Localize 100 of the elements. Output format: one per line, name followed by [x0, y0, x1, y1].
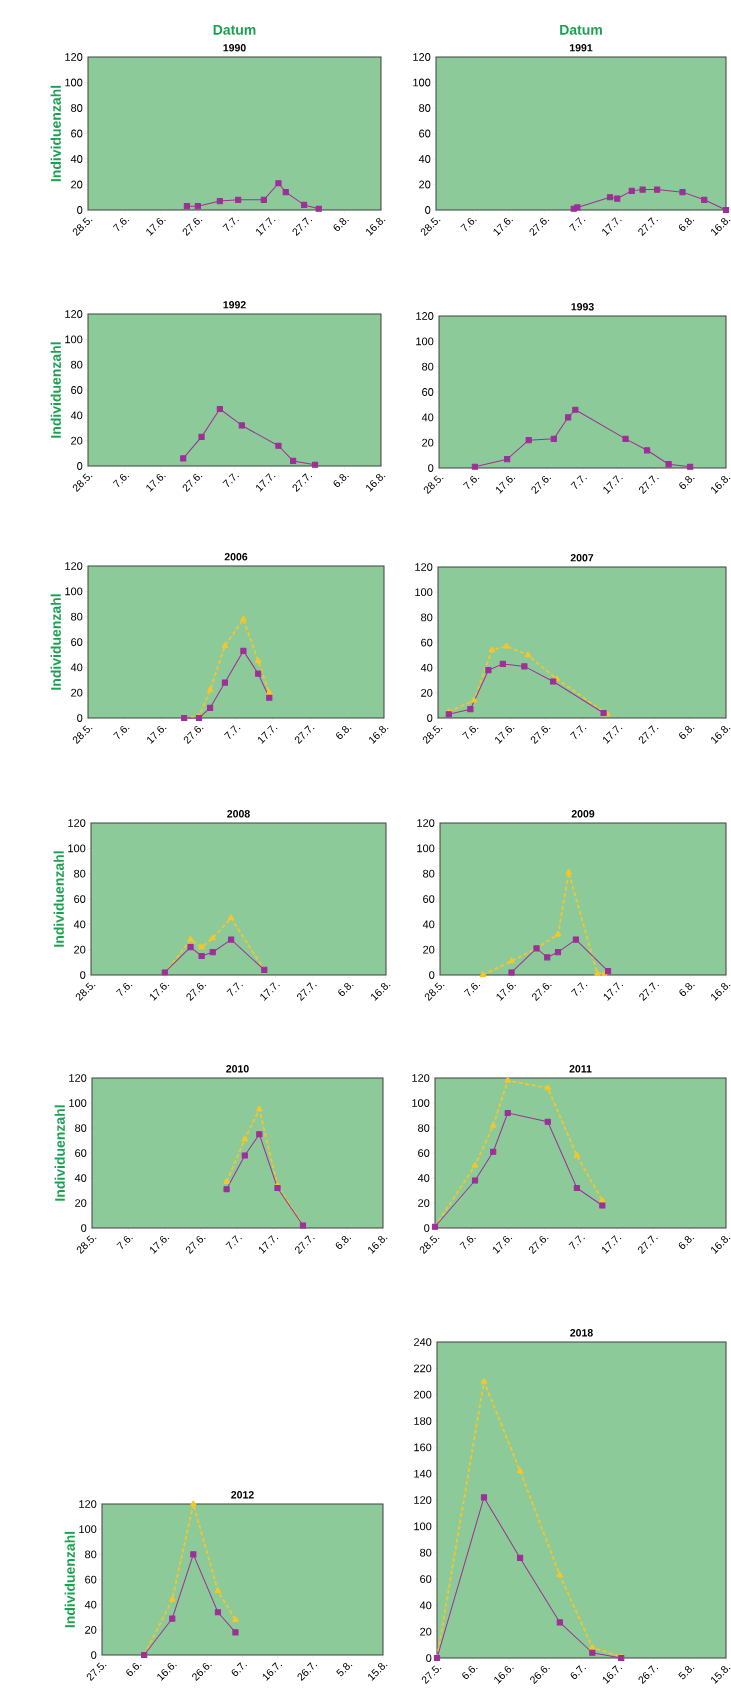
y-tick-label: 60 — [74, 895, 86, 903]
y-tick-label: 100 — [65, 78, 83, 87]
x-tick-label: 7.6. — [115, 983, 133, 996]
y-tick-label: 100 — [413, 78, 431, 87]
y-tick-label: 80 — [71, 612, 83, 621]
y-tick-label: 80 — [421, 613, 433, 622]
x-tick-label: 6.8. — [338, 983, 354, 996]
y-tick-label: 40 — [418, 155, 431, 163]
y-tick-label: 20 — [85, 1625, 97, 1634]
y-tick-label: 100 — [417, 844, 435, 853]
y-tick-label: 120 — [69, 1074, 87, 1082]
y-tick-label: 20 — [420, 1627, 432, 1636]
y-tick-label: 220 — [414, 1364, 432, 1373]
y-tick-label: 100 — [65, 587, 83, 596]
y-tick-label: 80 — [74, 869, 86, 878]
y-tick-label: 0 — [77, 462, 83, 470]
y-axis-title: Individuenzahl — [50, 85, 61, 182]
x-tick-label: 7.7. — [570, 725, 587, 739]
y-tick-label: 180 — [414, 1417, 432, 1425]
x-tick-label: 6.6. — [462, 1666, 478, 1679]
y-tick-label: 100 — [79, 1525, 97, 1534]
y-tick-label: 100 — [412, 1099, 430, 1107]
x-tick-label: 6.8. — [678, 1236, 695, 1249]
x-tick-label: 7.7. — [222, 473, 239, 487]
x-tick-label: 6.8. — [679, 726, 695, 739]
y-tick-label: 100 — [68, 844, 86, 853]
y-tick-label: 0 — [426, 1654, 432, 1662]
y-tick-label: 20 — [71, 688, 83, 697]
x-tick-label: 6.8. — [333, 474, 349, 487]
x-tick-label: 6.8. — [336, 726, 352, 739]
chart-title: 1993 — [571, 303, 594, 311]
y-tick-label: 0 — [77, 206, 83, 214]
y-axis-title: Individuenzahl — [64, 1531, 75, 1628]
y-tick-label: 20 — [422, 438, 434, 447]
y-tick-label: 40 — [70, 411, 83, 420]
y-tick-label: 40 — [421, 413, 434, 422]
x-tick-label: 7.6. — [112, 474, 130, 487]
y-tick-label: 100 — [414, 1522, 432, 1531]
y-tick-label: 60 — [418, 1149, 430, 1157]
x-tick-label: 7.7. — [571, 982, 588, 996]
x-tick-label: 6.8. — [678, 218, 695, 231]
y-tick-label: 80 — [423, 869, 435, 878]
y-tick-label: 80 — [418, 1124, 430, 1132]
y-tick-label: 80 — [419, 104, 431, 112]
y-tick-label: 0 — [91, 1651, 97, 1659]
y-tick-label: 120 — [68, 819, 86, 827]
y-tick-label: 80 — [420, 1548, 432, 1557]
y-tick-label: 40 — [74, 1174, 87, 1182]
x-tick-label: 6.8. — [679, 476, 695, 489]
y-tick-label: 120 — [65, 310, 83, 318]
x-tick-label: 7.6. — [116, 1236, 133, 1249]
y-tick-label: 40 — [84, 1600, 97, 1609]
x-tick-label: 7.6. — [112, 218, 130, 231]
y-tick-label: 100 — [416, 337, 434, 346]
y-tick-label: 20 — [71, 436, 83, 445]
x-tick-label: 7.7. — [224, 725, 241, 739]
y-tick-label: 60 — [421, 638, 433, 647]
y-tick-label: 240 — [414, 1338, 432, 1346]
x-tick-label: 5.8. — [678, 1666, 695, 1680]
chart-title: 2011 — [569, 1065, 592, 1073]
y-tick-label: 60 — [420, 1575, 432, 1583]
chart-title: 2012 — [231, 1491, 254, 1499]
y-tick-label: 0 — [427, 714, 433, 722]
y-tick-label: 80 — [85, 1550, 97, 1559]
y-tick-label: 80 — [71, 104, 83, 112]
y-tick-label: 0 — [429, 971, 435, 979]
y-tick-label: 60 — [71, 386, 83, 394]
y-axis-title: Individuenzahl — [50, 342, 61, 438]
x-tick-label: 6.6. — [126, 1663, 142, 1676]
y-tick-label: 120 — [413, 53, 431, 61]
y-tick-label: 40 — [70, 155, 83, 163]
x-tick-label: 6.8. — [335, 1236, 352, 1249]
x-tick-label: 5.8. — [336, 1663, 353, 1677]
y-tick-label: 40 — [417, 1174, 430, 1182]
chart-title: 2018 — [570, 1329, 593, 1337]
y-tick-label: 60 — [419, 129, 431, 138]
y-tick-label: 40 — [422, 920, 435, 929]
x-tick-label: 7.6. — [459, 1236, 476, 1249]
x-tick-label: 6.7. — [570, 1665, 586, 1679]
y-tick-label: 0 — [424, 1224, 430, 1232]
y-tick-label: 20 — [75, 1199, 87, 1207]
x-tick-label: 7.7. — [568, 1235, 585, 1249]
y-tick-label: 120 — [412, 1074, 430, 1082]
y-tick-label: 20 — [421, 688, 433, 697]
y-tick-label: 60 — [423, 895, 435, 903]
x-tick-label: 7.7. — [226, 982, 243, 996]
x-tick-label: 6.7. — [231, 1662, 247, 1676]
y-tick-label: 20 — [419, 180, 431, 189]
chart-title: 1991 — [569, 44, 593, 52]
y-tick-label: 120 — [65, 53, 83, 61]
chart-title: 2010 — [226, 1065, 249, 1073]
x-tick-label: 6.8. — [333, 218, 349, 231]
y-tick-label: 0 — [428, 464, 434, 472]
y-axis-title: Individuenzahl — [54, 1105, 65, 1201]
y-tick-label: 0 — [77, 714, 83, 722]
x-tick-label: 7.7. — [569, 217, 586, 231]
y-tick-label: 0 — [80, 971, 86, 979]
x-tick-label: 7.6. — [460, 217, 477, 231]
y-tick-label: 60 — [75, 1149, 87, 1157]
y-tick-label: 0 — [81, 1224, 87, 1232]
